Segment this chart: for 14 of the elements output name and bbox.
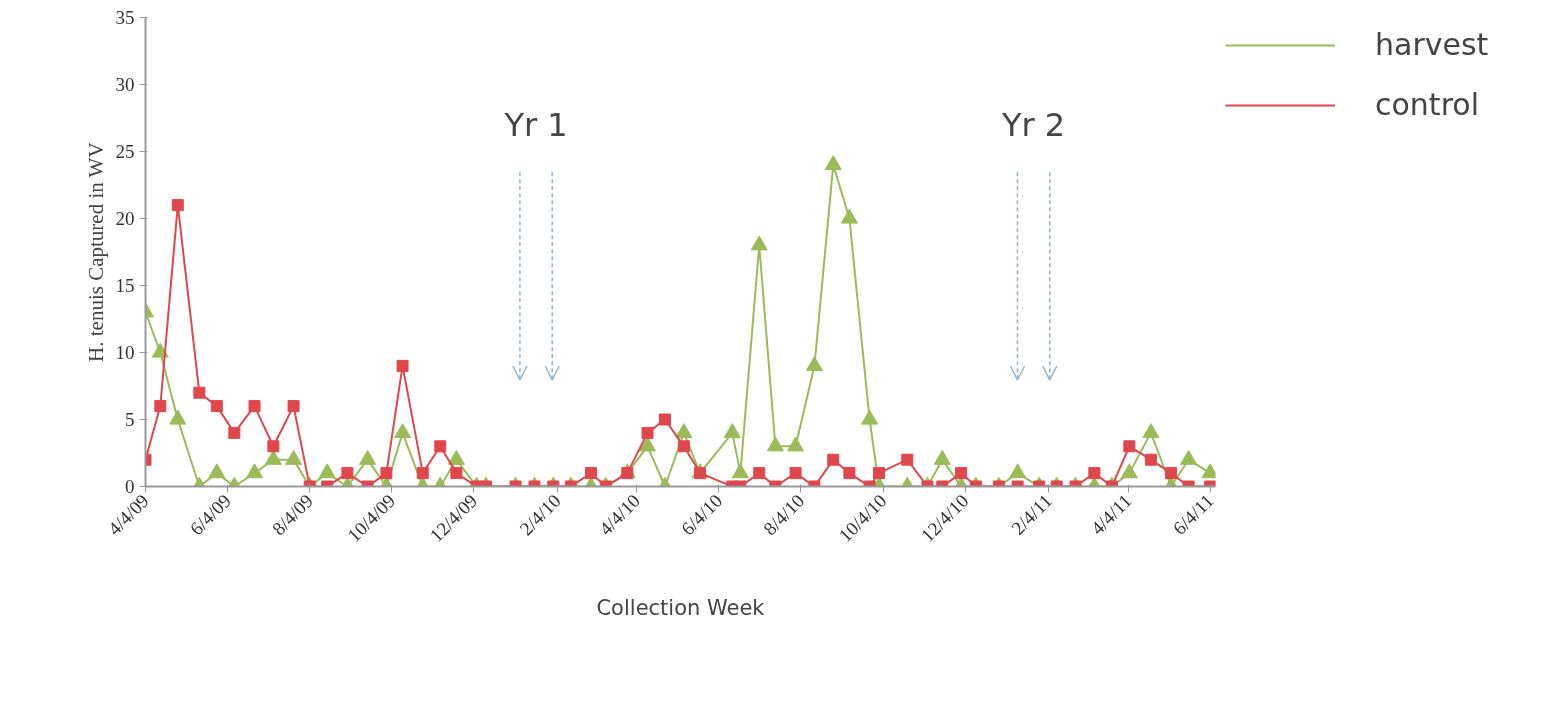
legend-label: harvest <box>1375 27 1489 62</box>
y-tick-label: 30 <box>115 74 135 95</box>
y-tick-label: 25 <box>115 141 135 162</box>
y-tick-label: 5 <box>125 409 135 430</box>
y-tick-label: 15 <box>115 275 135 296</box>
x-axis-title: Collection Week <box>596 596 766 621</box>
annotation: Yr 1 <box>503 106 568 145</box>
y-axis-title: H. tenuis Captured in WV <box>83 142 108 362</box>
y-tick-label: 20 <box>115 208 135 229</box>
y-tick-label: 0 <box>125 476 135 497</box>
annotation: Yr 2 <box>1000 106 1066 145</box>
legend-label: control <box>1375 87 1479 122</box>
y-tick-label: 10 <box>115 342 135 363</box>
y-tick-label: 35 <box>115 7 135 28</box>
